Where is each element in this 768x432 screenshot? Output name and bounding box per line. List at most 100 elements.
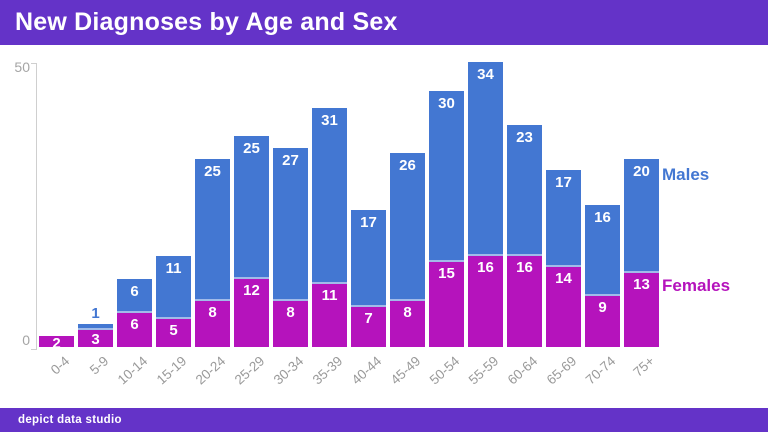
x-axis-label-70-74: 70-74 bbox=[582, 353, 618, 388]
bar-70-74: 16 9 bbox=[585, 62, 620, 347]
x-axis-label-5-9: 5-9 bbox=[86, 353, 111, 378]
male-value-label: 6 bbox=[130, 282, 139, 300]
female-value-label: 15 bbox=[438, 264, 455, 282]
y-axis-tick-mark-bottom bbox=[31, 349, 36, 350]
bar-0-4: 2 bbox=[39, 62, 74, 351]
female-segment: 8 bbox=[273, 301, 308, 347]
legend-males-label: Males bbox=[662, 165, 710, 184]
female-value-label: 13 bbox=[633, 275, 650, 293]
bar-75+: 20 13 bbox=[624, 62, 659, 347]
male-value-label: 23 bbox=[516, 128, 533, 146]
male-value-label: 30 bbox=[438, 94, 455, 112]
female-value-label: 16 bbox=[477, 258, 494, 276]
y-axis-tick-label-min: 0 bbox=[22, 332, 30, 348]
female-segment: 2 bbox=[39, 335, 74, 351]
brand-label: depict data studio bbox=[18, 414, 122, 426]
bar-65-69: 17 14 bbox=[546, 62, 581, 347]
page-title: New Diagnoses by Age and Sex bbox=[15, 8, 398, 36]
male-segment: 27 bbox=[273, 147, 308, 302]
male-segment: 17 bbox=[546, 170, 581, 268]
bar-15-19: 11 5 bbox=[156, 62, 191, 347]
female-value-label: 14 bbox=[555, 270, 572, 288]
chart-area: 50 0 2 1 3 6 6 11 5 25 8 25 12 27 8 31 11 17 7 26 8 30 15 34 1… bbox=[0, 45, 768, 408]
bars-container: 2 1 3 6 6 11 5 25 8 25 12 27 8 31 11 17 7 26 8 30 15 34 16 23 16… bbox=[39, 62, 659, 351]
male-value-label: 20 bbox=[633, 162, 650, 180]
male-segment: 11 bbox=[156, 255, 191, 319]
male-segment: 20 bbox=[624, 158, 659, 273]
bar-20-24: 25 8 bbox=[195, 62, 230, 347]
y-axis-tick-label-max: 50 bbox=[14, 59, 30, 75]
female-value-label: 11 bbox=[321, 287, 338, 305]
x-axis-label-40-44: 40-44 bbox=[348, 353, 384, 388]
x-axis-label-45-49: 45-49 bbox=[387, 353, 423, 388]
x-axis-label-20-24: 20-24 bbox=[192, 353, 228, 388]
female-segment: 12 bbox=[234, 278, 269, 347]
male-segment: 16 bbox=[585, 204, 620, 296]
female-segment: 16 bbox=[507, 255, 542, 347]
female-value-label: 3 bbox=[91, 330, 100, 348]
male-value-label: 31 bbox=[321, 111, 338, 129]
male-value-label: 27 bbox=[282, 151, 299, 169]
bar-55-59: 34 16 bbox=[468, 62, 503, 347]
male-segment: 31 bbox=[312, 107, 347, 285]
female-value-label: 7 bbox=[364, 310, 373, 328]
female-segment: 5 bbox=[156, 318, 191, 347]
male-segment: 6 bbox=[117, 278, 152, 313]
male-value-label: 25 bbox=[204, 162, 221, 180]
male-segment: 25 bbox=[234, 136, 269, 279]
bar-50-54: 30 15 bbox=[429, 62, 464, 347]
female-value-label: 8 bbox=[403, 304, 412, 322]
x-axis-label-0-4: 0-4 bbox=[47, 353, 72, 378]
male-segment: 26 bbox=[390, 153, 425, 302]
male-value-label: 17 bbox=[360, 214, 377, 232]
female-segment: 15 bbox=[429, 261, 464, 347]
header-bar: New Diagnoses by Age and Sex bbox=[0, 0, 768, 45]
bar-60-64: 23 16 bbox=[507, 62, 542, 347]
x-axis-label-60-64: 60-64 bbox=[504, 353, 540, 388]
bar-45-49: 26 8 bbox=[390, 62, 425, 347]
female-value-label: 2 bbox=[52, 334, 61, 352]
male-segment: 30 bbox=[429, 90, 464, 262]
x-axis-label-50-54: 50-54 bbox=[426, 353, 462, 388]
male-segment bbox=[78, 324, 113, 330]
male-value-label: 17 bbox=[555, 174, 572, 192]
x-axis-label-75+: 75+ bbox=[629, 353, 657, 380]
female-segment: 3 bbox=[78, 329, 113, 348]
male-value-label: 25 bbox=[243, 140, 260, 158]
x-axis-label-35-39: 35-39 bbox=[309, 353, 345, 388]
female-value-label: 12 bbox=[243, 281, 260, 299]
male-value-label: 11 bbox=[165, 259, 182, 277]
x-axis-label-55-59: 55-59 bbox=[465, 353, 501, 388]
bar-25-29: 25 12 bbox=[234, 62, 269, 347]
x-axis-label-25-29: 25-29 bbox=[231, 353, 267, 388]
male-value-label: 1 bbox=[91, 305, 100, 323]
male-value-label: 34 bbox=[477, 66, 494, 84]
male-segment: 23 bbox=[507, 124, 542, 256]
male-segment: 25 bbox=[195, 158, 230, 302]
female-segment: 9 bbox=[585, 295, 620, 347]
female-segment: 8 bbox=[195, 301, 230, 347]
female-segment: 7 bbox=[351, 307, 386, 347]
female-value-label: 16 bbox=[516, 258, 533, 276]
male-value-label: 16 bbox=[594, 208, 611, 226]
female-segment: 11 bbox=[312, 284, 347, 347]
male-segment: 17 bbox=[351, 210, 386, 308]
female-segment: 16 bbox=[468, 255, 503, 347]
footer-bar: depict data studio bbox=[0, 408, 768, 432]
bar-30-34: 27 8 bbox=[273, 62, 308, 347]
female-value-label: 8 bbox=[208, 304, 217, 322]
female-value-label: 9 bbox=[598, 298, 607, 316]
legend-females-label: Females bbox=[662, 276, 731, 295]
x-axis-label-15-19: 15-19 bbox=[153, 353, 189, 388]
female-value-label: 6 bbox=[130, 315, 139, 333]
x-axis-label-30-34: 30-34 bbox=[270, 353, 306, 388]
male-value-label: 26 bbox=[399, 157, 416, 175]
male-segment: 34 bbox=[468, 62, 503, 256]
bar-40-44: 17 7 bbox=[351, 62, 386, 347]
female-segment: 8 bbox=[390, 301, 425, 347]
x-axis-label-10-14: 10-14 bbox=[114, 353, 150, 388]
bar-35-39: 31 11 bbox=[312, 62, 347, 347]
